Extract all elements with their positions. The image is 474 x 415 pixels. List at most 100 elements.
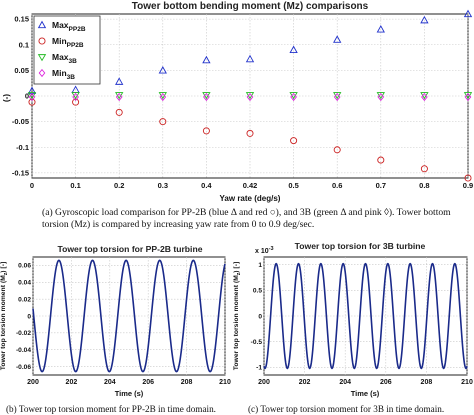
data-point [72, 92, 79, 102]
data-point [159, 118, 167, 126]
caption-a: (a) Gyroscopic load comparison for PP-2B… [42, 207, 451, 230]
x-tick-label: 202 [299, 379, 311, 386]
x-tick-label: 0.7 [376, 181, 386, 190]
y-tick-label: 0.06 [18, 263, 31, 270]
x-tick-label: 0.5 [288, 181, 298, 190]
x-tick-label: 0.42 [243, 181, 258, 190]
x-tick-label: 0.9 [463, 181, 473, 190]
chart-a-grid [31, 14, 469, 178]
legend-marker [37, 54, 47, 62]
x-tick-label: 206 [380, 379, 392, 386]
data-point [202, 127, 210, 135]
chart-a-legend: MaxPP2B MinPP2B Max3B Min3B [33, 15, 101, 85]
chart-c-x-ticks: 200 202 204 206 208 210 [258, 379, 473, 386]
legend-label: MaxPP2B [52, 20, 86, 33]
y-tick-label: -0.04 [16, 347, 31, 354]
data-point [202, 55, 211, 64]
chart-b-x-axis-label: Time (s) [115, 389, 144, 398]
x-tick-label: 208 [421, 379, 433, 386]
y-tick-label: -0.02 [16, 330, 31, 337]
y-tick-label: -0.5 [251, 339, 263, 346]
x-tick-label: 200 [27, 379, 39, 386]
x-tick-label: 0.2 [114, 181, 124, 190]
data-point [377, 92, 385, 102]
y-tick-label: 0 [27, 313, 31, 320]
x-tick-label: 208 [181, 379, 193, 386]
y-tick-label: 0 [25, 92, 29, 101]
data-point [290, 137, 298, 145]
chart-b-title: Tower top torsion for PP-2B turbine [58, 244, 203, 254]
x-tick-label: 202 [66, 379, 78, 386]
chart-c-series-line [263, 262, 468, 370]
legend-label: Max3B [52, 52, 77, 65]
chart-pp2b-torsion: Tower top torsion for PP-2B turbine 200 2… [0, 244, 231, 398]
chart-b-y-ticks: -0.06 -0.04 -0.02 0 0.02 0.04 0.06 [16, 263, 31, 371]
data-point [115, 92, 123, 102]
legend-marker [37, 20, 47, 29]
x-tick-label: 204 [104, 379, 116, 386]
chart-a-y-axis-label: (-) [2, 94, 11, 102]
legend-label: Min3B [52, 68, 75, 81]
chart-b-x-ticks: 200 202 204 206 208 210 [27, 379, 231, 386]
chart-3b-torsion: Tower top torsion for 3B turbine x 10-3 … [233, 241, 473, 398]
x-tick-label: 0.8 [419, 181, 429, 190]
data-point [333, 146, 341, 154]
y-tick-label: 0.04 [18, 280, 31, 287]
data-point [333, 35, 342, 43]
y-tick-label: 0.1 [19, 40, 29, 49]
y-tick-label: 0.15 [14, 15, 29, 24]
data-point [333, 92, 341, 102]
x-tick-label: 210 [461, 379, 473, 386]
y-tick-label: 0 [258, 313, 262, 320]
data-point [246, 92, 254, 102]
data-point [377, 156, 385, 164]
x-tick-label: 0.4 [201, 181, 212, 190]
caption-c: (c) Tower top torsion moment for 3B in t… [248, 404, 445, 414]
x-tick-label: 0.3 [158, 181, 168, 190]
chart-c-x-axis-label: Time (s) [351, 389, 380, 398]
y-tick-label: -0.05 [12, 117, 29, 126]
y-tick-label: 0.5 [253, 288, 262, 295]
x-tick-label: 204 [339, 379, 351, 386]
data-point [245, 54, 255, 63]
data-point [420, 165, 428, 173]
chart-b-y-axis-label: Tower top torsion moment (Mz) [-] [0, 262, 9, 370]
chart-a-x-ticks: 0 0.1 0.2 0.3 0.4 0.42 0.5 0.6 0.7 0.8 0.9 [30, 181, 473, 190]
data-point [203, 92, 210, 102]
chart-c-y-ticks: -1 -0.5 0 0.5 1 [251, 262, 263, 372]
x-tick-label: 200 [258, 379, 270, 386]
data-point [115, 77, 124, 85]
chart-b-series-line [32, 259, 226, 373]
x-tick-label: 0.6 [332, 181, 342, 190]
x-tick-label: 0 [30, 181, 34, 190]
chart-a-title: Tower bottom bending moment (Mz) compari… [132, 1, 369, 12]
chart-yaw-rate-comparison: Tower bottom bending moment (Mz) compari… [2, 1, 473, 203]
data-point [290, 92, 297, 102]
data-point [464, 92, 472, 102]
chart-c-exponent: x 10-3 [255, 246, 274, 255]
legend-label: MinPP2B [52, 36, 84, 49]
y-tick-label: -1 [256, 365, 262, 372]
chart-c-title: Tower top torsion for 3B turbine [295, 241, 426, 251]
data-point [420, 15, 429, 24]
chart-a-x-axis-label: Yaw rate (deg/s) [220, 194, 281, 203]
y-tick-label: -0.1 [16, 143, 29, 152]
chart-a-data-points [27, 9, 473, 182]
y-tick-label: -0.06 [16, 364, 31, 371]
chart-a-y-ticks: -0.15 -0.1 -0.05 0 0.05 0.1 0.15 [12, 15, 29, 178]
y-tick-label: 1 [258, 262, 262, 269]
legend-marker [38, 68, 46, 78]
y-tick-label: 0.02 [18, 296, 31, 303]
data-point [158, 66, 167, 74]
data-point [376, 25, 385, 33]
data-point [115, 108, 123, 116]
chart-c-y-axis-label: Tower top torsion moment (Mz) [-] [233, 262, 242, 370]
x-tick-label: 206 [142, 379, 154, 386]
data-point [464, 174, 472, 182]
y-tick-label: 0.05 [14, 66, 29, 75]
data-point [289, 45, 298, 54]
data-point [463, 9, 473, 18]
caption-b: (b) Tower top torsion moment for PP-2B i… [6, 404, 216, 414]
data-point [246, 129, 254, 137]
